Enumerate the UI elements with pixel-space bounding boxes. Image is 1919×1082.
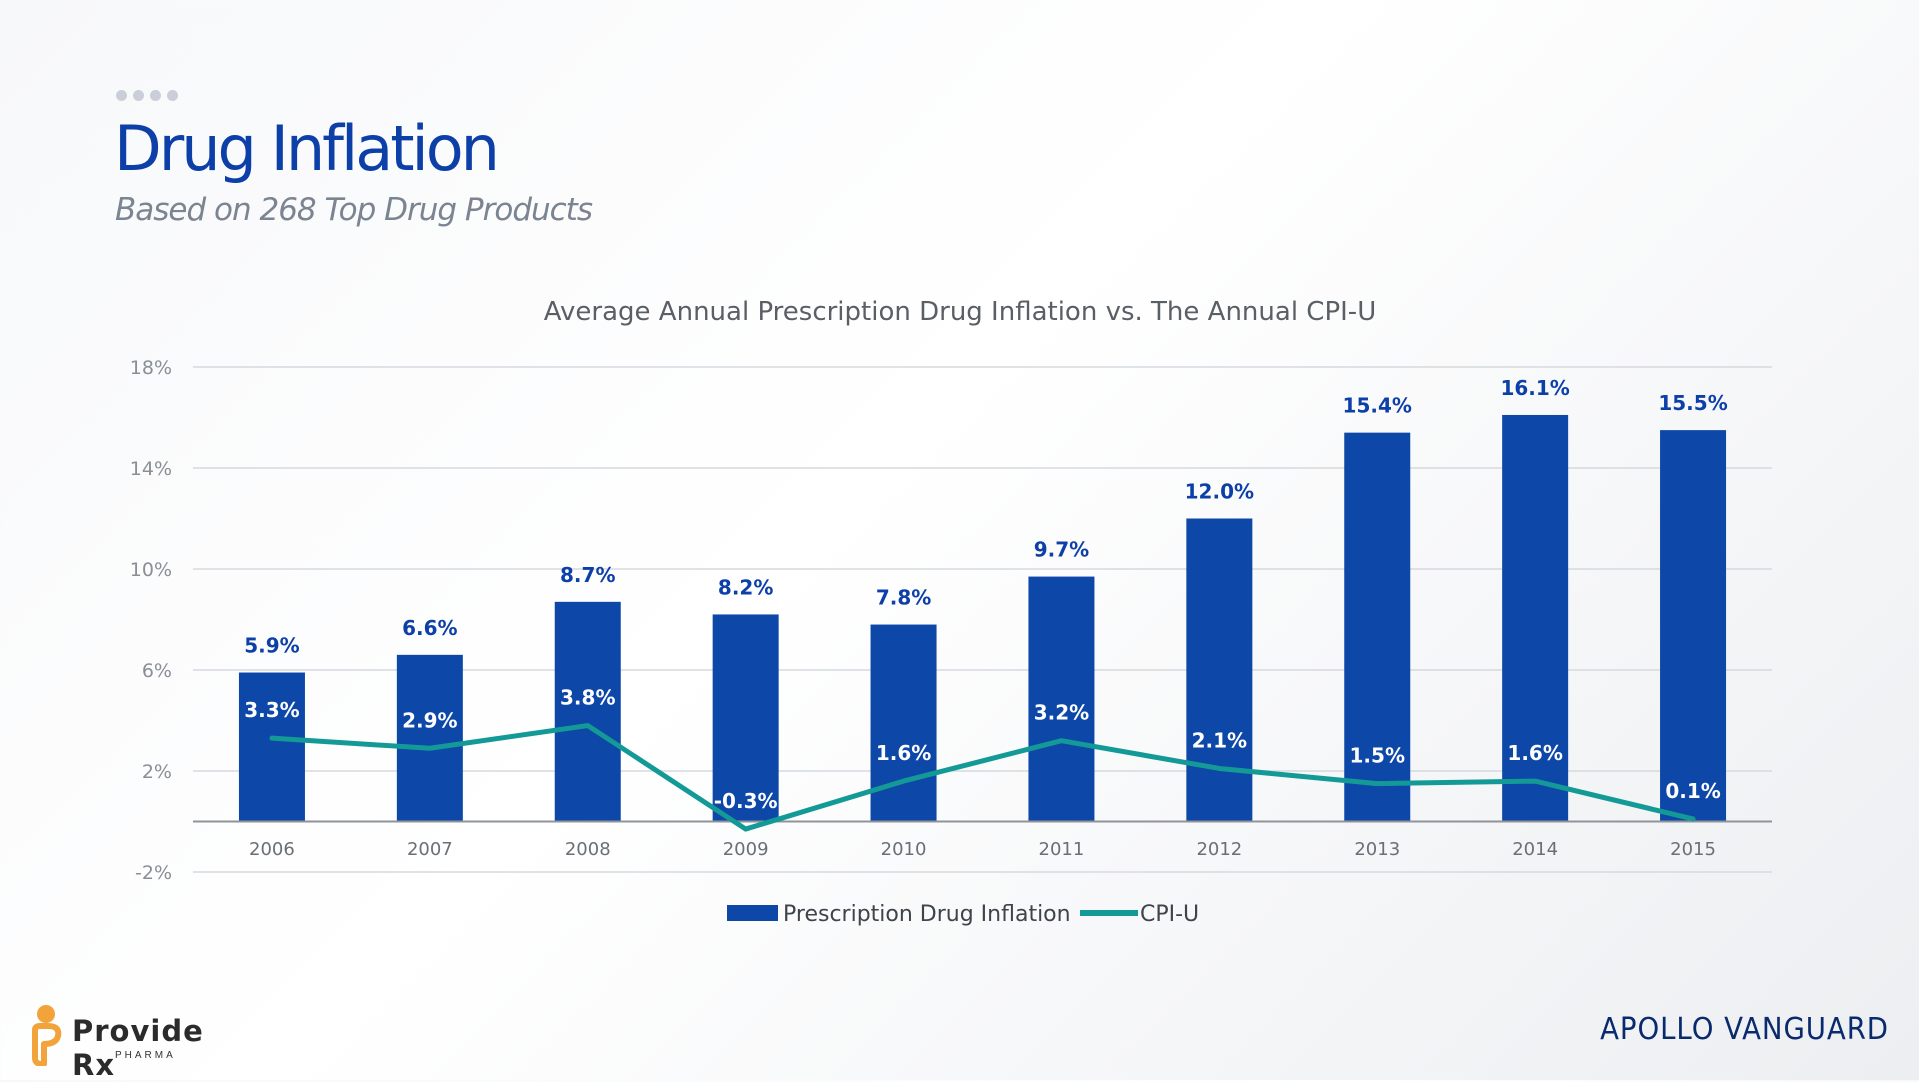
bar-2008 (554, 601, 621, 822)
cpi-data-label: 3.8% (560, 686, 615, 710)
bar-data-label: 15.5% (1658, 391, 1727, 415)
y-tick-label: 18% (130, 357, 172, 379)
x-tick-label: 2010 (881, 839, 927, 860)
x-tick-label: 2012 (1196, 839, 1242, 860)
bar-data-label: 9.7% (1034, 538, 1089, 562)
cpi-data-label: 1.6% (1507, 741, 1562, 765)
dot (116, 90, 127, 101)
cpi-data-label: 0.1% (1665, 779, 1720, 803)
dot (167, 90, 178, 101)
x-tick-label: 2011 (1039, 839, 1085, 860)
y-tick-label: 2% (142, 761, 172, 783)
provide-rx-logo: Provide Rx PHARMA (30, 1000, 240, 1082)
bar-2012 (1186, 518, 1253, 822)
bar-data-label: 8.7% (560, 563, 615, 587)
bar-2011 (1028, 576, 1095, 822)
pill-person-icon (32, 1005, 62, 1067)
bar-data-label: 16.1% (1500, 376, 1569, 400)
decorative-dots (116, 90, 178, 101)
pharma-logo-text: PHARMA (115, 1050, 176, 1061)
bar-2014 (1502, 414, 1569, 822)
bar-2015 (1660, 430, 1727, 822)
dot (150, 90, 161, 101)
x-tick-label: 2008 (565, 839, 611, 860)
x-tick-label: 2015 (1670, 839, 1716, 860)
x-tick-label: 2006 (249, 839, 295, 860)
x-tick-label: 2009 (723, 839, 769, 860)
dot (133, 90, 144, 101)
y-tick-label: 6% (142, 660, 172, 682)
cpi-data-label: 1.5% (1350, 744, 1405, 768)
bar-2006 (238, 672, 305, 822)
chart-title: Average Annual Prescription Drug Inflati… (544, 297, 1376, 327)
apollo-vanguard-logo: APOLLO VANGUARD (1600, 1012, 1889, 1047)
page-subtitle: Based on 268 Top Drug Products (115, 192, 593, 228)
bar-2007 (396, 654, 463, 822)
provide-logo-text: Provide Rx (72, 1014, 204, 1082)
y-tick-label: -2% (135, 862, 172, 884)
bar-2010 (870, 624, 937, 822)
bar-data-label: 6.6% (402, 616, 457, 640)
x-tick-label: 2013 (1354, 839, 1400, 860)
cpi-data-label: 3.3% (244, 698, 299, 722)
page-title: Drug Inflation (114, 112, 500, 185)
x-tick-label: 2014 (1512, 839, 1558, 860)
cpi-data-label: 1.6% (876, 741, 931, 765)
cpi-data-label: 2.9% (402, 708, 457, 732)
cpi-data-label: 2.1% (1192, 728, 1247, 752)
bar-data-label: 12.0% (1185, 480, 1254, 504)
x-tick-label: 2007 (407, 839, 453, 860)
bar-2009 (712, 614, 779, 822)
y-tick-label: 14% (130, 458, 172, 480)
cpi-line (269, 723, 1696, 832)
cpi-data-label: 3.2% (1034, 701, 1089, 725)
bar-data-label: 8.2% (718, 575, 773, 599)
legend-swatch-bars (727, 905, 778, 921)
y-tick-label: 10% (130, 559, 172, 581)
legend-label-line: CPI-U (1140, 902, 1199, 927)
cpi-data-label: -0.3% (714, 789, 778, 813)
bar-data-label: 7.8% (876, 586, 931, 610)
bar-2013 (1344, 432, 1411, 822)
bar-data-label: 5.9% (244, 634, 299, 658)
legend-label-bars: Prescription Drug Inflation (783, 902, 1071, 927)
bar-data-label: 15.4% (1343, 394, 1412, 418)
